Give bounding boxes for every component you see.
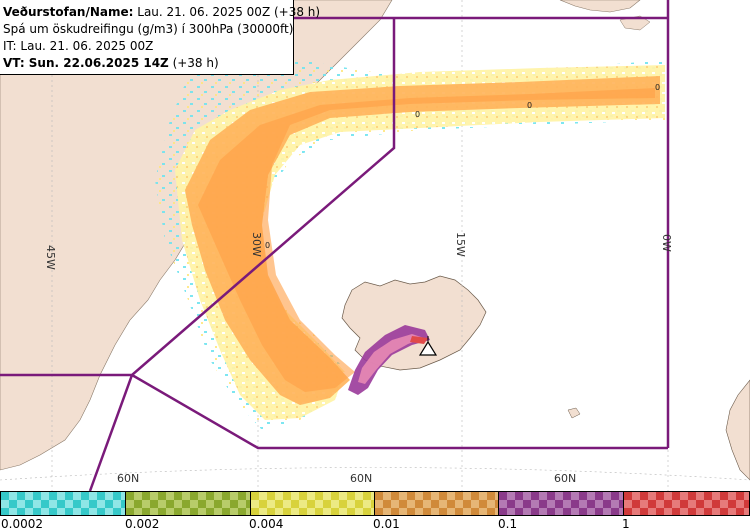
- volcano-triangle-icon: [418, 336, 438, 356]
- latitude-labels: 60N 60N 60N: [117, 472, 576, 485]
- svalbard-area-land: [559, 0, 641, 13]
- legend-swatch-olive: [125, 491, 251, 516]
- header-line-4: VT: Sun. 22.06.2025 14Z (+38 h): [3, 55, 293, 72]
- legend-label-3: 0.01: [373, 517, 400, 531]
- header-issue-time: Lau. 21. 06. 2025 00Z (+38 h): [133, 5, 321, 19]
- svg-text:0: 0: [527, 101, 532, 110]
- legend-label-2: 0.004: [249, 517, 284, 531]
- forecast-header: Veðurstofan/Name: Lau. 21. 06. 2025 00Z …: [0, 0, 320, 75]
- header-line-1: Veðurstofan/Name: Lau. 21. 06. 2025 00Z …: [3, 4, 320, 21]
- concentration-legend: 0.0002 0.002 0.004 0.01 0.1 1: [0, 491, 750, 532]
- header-line-3: IT: Lau. 21. 06. 2025 00Z: [3, 39, 154, 53]
- jan-mayen-land: [619, 15, 651, 31]
- fir-boundary: [0, 0, 670, 492]
- header-issuer: Veðurstofan/Name:: [3, 5, 134, 19]
- plume-red-source: [410, 336, 428, 344]
- plume-pink-inner: [358, 334, 424, 384]
- svg-text:0: 0: [265, 241, 270, 250]
- header-valid-time: VT: Sun. 22.06.2025 14Z: [3, 56, 169, 70]
- header-lead-time: (+38 h): [168, 56, 219, 70]
- norway-coast: [725, 379, 750, 481]
- contour-zero-labels: 0 0 0 0: [265, 83, 660, 250]
- lat-60n-label-c: 60N: [554, 472, 576, 485]
- legend-swatch-orange: [374, 491, 499, 516]
- ash-plume: [155, 0, 665, 430]
- header-line-2: Spá um öskudreifingu (g/m3) í 300hPa (30…: [3, 22, 294, 36]
- legend-label-1: 0.002: [125, 517, 160, 531]
- lat-60n-label-a: 60N: [117, 472, 139, 485]
- legend-label-4: 0.1: [498, 517, 518, 531]
- lat-60n-label-b: 60N: [350, 472, 372, 485]
- legend-swatch-cyan: [0, 491, 126, 516]
- lon-45w-label: 45W: [44, 245, 57, 270]
- legend-swatch-purple: [498, 491, 624, 516]
- faroe-islands: [567, 407, 581, 419]
- longitude-labels: 45W 30W 15W 0W: [44, 232, 673, 270]
- lon-0w-label: 0W: [660, 234, 673, 252]
- legend-swatch-yellow: [250, 491, 375, 516]
- legend-swatch-red: [623, 491, 750, 516]
- svg-text:0: 0: [655, 83, 660, 92]
- svg-text:0: 0: [415, 110, 420, 119]
- legend-label-0: 0.0002: [1, 517, 43, 531]
- lon-30w-label: 30W: [250, 232, 263, 257]
- legend-label-5: 1: [622, 517, 630, 531]
- lon-15w-label: 15W: [454, 232, 467, 257]
